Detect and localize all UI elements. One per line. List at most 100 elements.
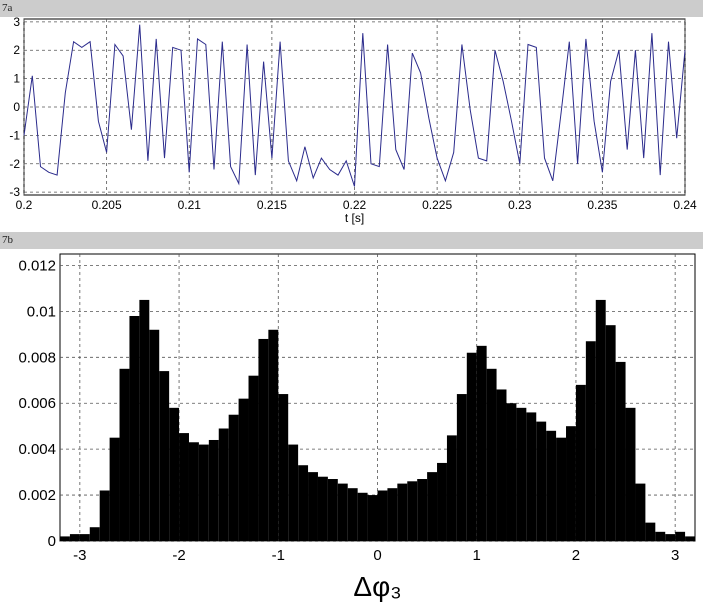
- top-y-tick-label: 0: [13, 100, 20, 114]
- bottom-y-tick-label: 0.01: [27, 303, 56, 320]
- histogram-bar: [466, 352, 477, 541]
- histogram-bar: [248, 375, 259, 541]
- histogram-bar: [526, 412, 537, 541]
- bottom-y-tick-label: 0.008: [18, 349, 56, 366]
- signal-line-chart: 0.2 0.205 0.21 0.215 0.22 0.225 0.23 0.235 0.24 3…: [0, 15, 703, 232]
- histogram-bar: [327, 479, 338, 541]
- histogram-bar: [665, 534, 676, 541]
- histogram-bar: [625, 407, 636, 541]
- top-y-tick-label: 3: [13, 15, 20, 29]
- histogram-bar: [347, 488, 358, 541]
- histogram-bar: [208, 439, 219, 541]
- top-x-tick-label: 0.235: [587, 198, 617, 212]
- histogram-bar: [685, 536, 695, 541]
- histogram-bar: [159, 371, 170, 541]
- histogram-bar: [446, 435, 457, 541]
- top-x-tick-label: 0.24: [673, 198, 697, 212]
- bottom-y-tick-label: 0.012: [18, 257, 56, 274]
- top-y-tick-label: -3: [9, 185, 20, 199]
- bottom-x-tick-label: 1: [473, 547, 481, 564]
- histogram-bar: [198, 444, 209, 541]
- histogram-bar: [417, 479, 428, 541]
- top-x-tick-label: 0.225: [422, 198, 452, 212]
- histogram-bar: [585, 341, 596, 541]
- histogram-bar: [536, 421, 547, 541]
- histogram-bar: [298, 465, 309, 541]
- top-x-tick-label: 0.2: [16, 198, 33, 212]
- bottom-x-tick-label: 3: [671, 547, 679, 564]
- top-x-tick-label: 0.22: [343, 198, 367, 212]
- top-y-tick-label: 1: [13, 72, 20, 86]
- histogram-bar: [476, 345, 487, 541]
- histogram-bar: [169, 407, 180, 541]
- histogram-bar: [407, 481, 418, 541]
- histogram-bar: [427, 472, 438, 541]
- histogram-bar: [337, 483, 348, 541]
- histogram-bar: [575, 384, 586, 541]
- histogram-bar: [387, 488, 398, 541]
- top-x-axis-label: t [s]: [345, 211, 364, 225]
- histogram-bar: [258, 338, 269, 541]
- histogram-bar: [546, 430, 557, 541]
- panel-label-bottom: 7b: [2, 234, 13, 246]
- histogram-bar: [89, 527, 100, 541]
- histogram-bar: [357, 492, 368, 541]
- histogram-bar: [60, 536, 70, 541]
- bottom-y-tick-label: 0.004: [18, 441, 56, 458]
- histogram-bar: [605, 325, 616, 541]
- histogram-bar: [486, 368, 497, 541]
- histogram-bar: [69, 534, 80, 541]
- top-x-tick-label: 0.21: [178, 198, 202, 212]
- histogram-bar: [119, 368, 130, 541]
- bottom-x-tick-label: -2: [172, 547, 185, 564]
- bottom-x-tick-label: 2: [572, 547, 580, 564]
- histogram-bar: [179, 433, 189, 541]
- histogram-bar: [288, 444, 299, 541]
- histogram-bar: [615, 361, 626, 541]
- histogram-bar: [377, 490, 388, 541]
- top-x-tick-label: 0.205: [92, 198, 122, 212]
- histogram-bar: [516, 407, 527, 541]
- histogram-bar: [437, 462, 447, 541]
- histogram-bar: [79, 534, 90, 541]
- histogram-bar: [149, 329, 160, 541]
- histogram-bar: [397, 483, 408, 541]
- histogram-bar: [367, 495, 378, 541]
- histogram-bar: [238, 398, 249, 541]
- histogram-bar: [278, 394, 289, 541]
- bottom-y-tick-label: 0.002: [18, 487, 56, 504]
- histogram-bar: [139, 299, 150, 541]
- top-x-tick-label: 0.23: [508, 198, 532, 212]
- histogram-bar: [218, 428, 229, 541]
- histogram-bar: [109, 437, 120, 541]
- histogram-bar: [566, 426, 576, 541]
- histogram-bar: [188, 442, 199, 541]
- top-x-tick-label: 0.215: [257, 198, 287, 212]
- histogram-bar: [635, 483, 646, 541]
- histogram-bar: [645, 522, 656, 541]
- bottom-x-tick-label: 0: [373, 547, 381, 564]
- top-y-tick-label: -1: [9, 128, 20, 142]
- histogram-bar: [308, 472, 318, 541]
- histogram-bar: [228, 414, 239, 541]
- bottom-x-tick-label: -1: [272, 547, 285, 564]
- bottom-x-tick-label: -3: [73, 547, 86, 564]
- signal-series-line: [23, 24, 686, 187]
- histogram-bar: [129, 315, 140, 541]
- histogram-bar: [595, 299, 606, 541]
- bottom-x-axis-label: Δφ₃: [353, 571, 401, 602]
- histogram-bar: [496, 389, 507, 541]
- top-y-tick-label: -2: [9, 157, 20, 171]
- histogram-bar: [268, 329, 279, 541]
- bottom-y-tick-label: 0.006: [18, 395, 56, 412]
- histogram-bar: [556, 437, 567, 541]
- histogram-bar: [317, 476, 328, 541]
- phase-difference-histogram: -3 -2 -1 0 1 2 3 0.012 0.01 0.008 0.006 0.004 0.002 0…: [0, 249, 703, 612]
- top-y-tick-label: 2: [13, 43, 20, 57]
- histogram-bar: [99, 490, 110, 541]
- histogram-bar: [506, 403, 517, 541]
- histogram-bar: [655, 531, 666, 541]
- histogram-bar: [456, 394, 467, 541]
- bottom-y-tick-label: 0: [48, 533, 56, 550]
- panel-label-top: 7a: [2, 2, 13, 14]
